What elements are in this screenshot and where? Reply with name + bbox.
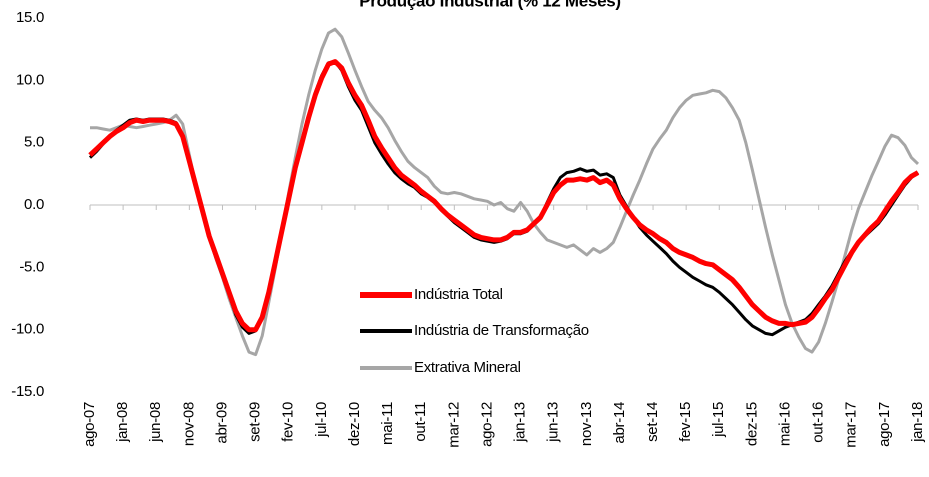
x-tick-label: fev-10 bbox=[280, 402, 297, 442]
x-tick-label: jul-10 bbox=[313, 402, 330, 438]
y-tick-label: -5.0 bbox=[19, 258, 44, 275]
series-line bbox=[90, 27, 920, 357]
legend-label: Indústria de Transformação bbox=[414, 322, 589, 339]
x-tick-label: jan-08 bbox=[114, 402, 131, 443]
x-tick-label: mar-17 bbox=[843, 402, 860, 448]
chart-title: Produção Industrial (% 12 Meses) bbox=[359, 0, 621, 10]
x-tick-label: dez-10 bbox=[346, 402, 363, 446]
y-tick-label: -15.0 bbox=[11, 383, 44, 400]
x-tick-label: mai-11 bbox=[379, 402, 396, 445]
x-tick-label: jun-08 bbox=[147, 402, 164, 443]
x-tick-label: ago-17 bbox=[876, 402, 893, 447]
legend-label: Extrativa Mineral bbox=[414, 359, 521, 376]
x-tick-label: ago-07 bbox=[81, 402, 98, 447]
x-tick-label: set-09 bbox=[247, 402, 264, 442]
y-tick-label: 10.0 bbox=[16, 71, 44, 88]
y-tick-label: 15.0 bbox=[16, 9, 44, 26]
series-line bbox=[88, 59, 920, 333]
y-tick-label: -10.0 bbox=[11, 321, 44, 338]
x-tick-label: jan-18 bbox=[909, 402, 926, 443]
x-tick-label: mar-12 bbox=[445, 402, 462, 448]
x-tick-label: abr-09 bbox=[213, 402, 230, 444]
x-tick-label: jan-13 bbox=[512, 402, 529, 443]
x-tick-label: dez-15 bbox=[743, 402, 760, 446]
legend-label: Indústria Total bbox=[414, 286, 503, 303]
series-line bbox=[88, 60, 919, 337]
x-tick-label: set-14 bbox=[644, 402, 661, 442]
x-tick-label: out-11 bbox=[412, 402, 429, 442]
x-tick-label: nov-13 bbox=[578, 402, 595, 446]
x-tick-label: fev-15 bbox=[677, 402, 694, 442]
x-tick-label: ago-12 bbox=[478, 402, 495, 447]
x-tick-label: nov-08 bbox=[180, 402, 197, 446]
x-tick-label: out-16 bbox=[810, 402, 827, 443]
y-tick-label: 0.0 bbox=[24, 196, 44, 213]
y-tick-label: 5.0 bbox=[24, 134, 44, 151]
x-tick-label: abr-14 bbox=[611, 402, 628, 444]
x-tick-label: jun-13 bbox=[545, 402, 562, 443]
x-tick-label: mai-16 bbox=[776, 402, 793, 446]
x-tick-label: jul-15 bbox=[710, 402, 727, 438]
